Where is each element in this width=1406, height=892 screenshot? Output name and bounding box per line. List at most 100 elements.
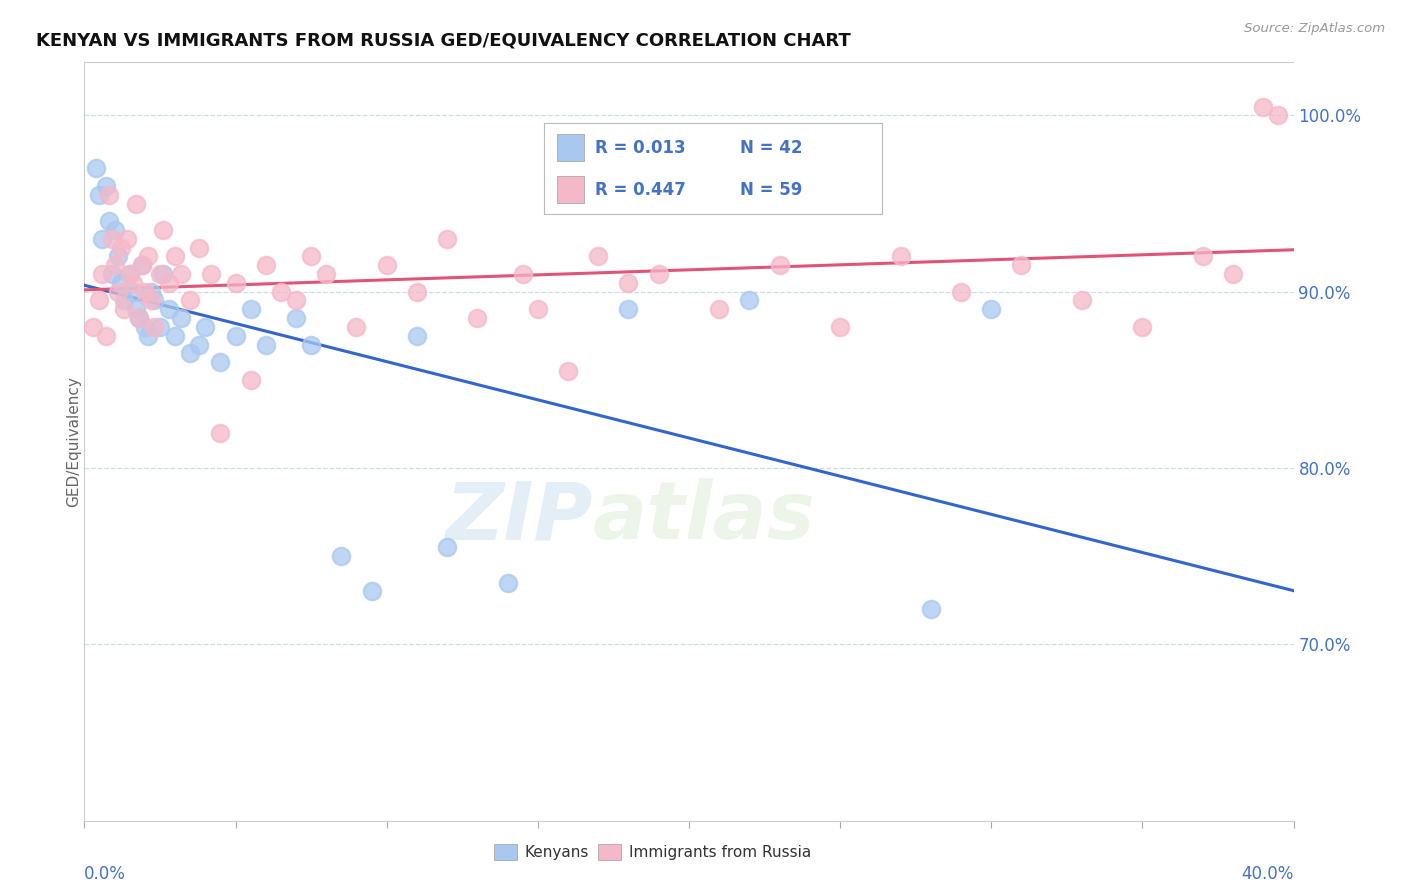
Point	[121, 285, 143, 299]
Point	[136, 328, 159, 343]
Point	[97, 187, 120, 202]
Point	[86, 161, 108, 176]
Point	[496, 575, 519, 590]
Text: Source: ZipAtlas.com: Source: ZipAtlas.com	[1244, 22, 1385, 36]
Point	[200, 267, 222, 281]
Point	[285, 311, 308, 326]
Point	[134, 320, 156, 334]
Point	[91, 267, 114, 281]
Point	[107, 285, 129, 299]
Point	[100, 232, 122, 246]
Point	[121, 276, 143, 290]
Point	[142, 320, 165, 334]
Point	[149, 320, 172, 334]
Point	[107, 249, 129, 263]
Point	[94, 328, 117, 343]
Point	[104, 223, 127, 237]
Point	[128, 311, 150, 326]
Point	[557, 364, 579, 378]
Point	[239, 373, 262, 387]
Point	[152, 267, 174, 281]
Point	[118, 267, 141, 281]
Point	[1011, 258, 1033, 272]
Point	[100, 267, 122, 281]
Point	[131, 258, 153, 272]
Point	[1192, 249, 1215, 263]
Point	[527, 302, 550, 317]
Point	[115, 232, 138, 246]
Point	[890, 249, 912, 263]
Point	[139, 285, 162, 299]
Point	[346, 320, 368, 334]
Point	[769, 258, 792, 272]
Point	[118, 267, 141, 281]
Point	[209, 425, 232, 440]
Point	[134, 285, 156, 299]
Point	[157, 302, 180, 317]
Point	[315, 267, 337, 281]
Point	[125, 302, 148, 317]
Point	[1071, 293, 1094, 308]
Point	[112, 302, 135, 317]
Point	[738, 293, 761, 308]
Point	[209, 355, 232, 369]
Point	[254, 258, 277, 272]
Point	[89, 187, 111, 202]
Point	[617, 276, 640, 290]
Point	[1132, 320, 1154, 334]
Point	[225, 328, 247, 343]
Point	[330, 549, 353, 563]
Point	[179, 293, 201, 308]
Point	[254, 337, 277, 351]
Point	[125, 196, 148, 211]
Point	[188, 337, 211, 351]
Point	[299, 249, 322, 263]
Point	[617, 302, 640, 317]
Point	[136, 249, 159, 263]
Point	[91, 232, 114, 246]
Point	[920, 602, 942, 616]
Point	[270, 285, 292, 299]
Point	[194, 320, 217, 334]
Legend: Kenyans, Immigrants from Russia: Kenyans, Immigrants from Russia	[488, 838, 817, 866]
Y-axis label: GED/Equivalency: GED/Equivalency	[66, 376, 80, 507]
Point	[110, 276, 132, 290]
Point	[436, 232, 458, 246]
Point	[406, 285, 429, 299]
Point	[830, 320, 852, 334]
Point	[239, 302, 262, 317]
Point	[94, 178, 117, 193]
Point	[467, 311, 489, 326]
Point	[950, 285, 973, 299]
Point	[149, 267, 172, 281]
Point	[1222, 267, 1244, 281]
Point	[1253, 99, 1275, 113]
Point	[709, 302, 731, 317]
Point	[89, 293, 111, 308]
Text: atlas: atlas	[592, 478, 815, 557]
Point	[165, 328, 187, 343]
Point	[112, 293, 135, 308]
Text: 0.0%: 0.0%	[84, 864, 127, 883]
Point	[139, 293, 162, 308]
Point	[104, 258, 127, 272]
Point	[1267, 108, 1289, 122]
Point	[406, 328, 429, 343]
Point	[375, 258, 398, 272]
Point	[82, 320, 104, 334]
Point	[980, 302, 1002, 317]
Point	[131, 258, 153, 272]
Text: ZIP: ZIP	[444, 478, 592, 557]
Point	[142, 293, 165, 308]
Point	[165, 249, 187, 263]
Point	[360, 584, 382, 599]
Point	[285, 293, 308, 308]
Point	[436, 541, 458, 555]
Point	[170, 311, 193, 326]
Point	[512, 267, 534, 281]
Point	[588, 249, 610, 263]
Point	[225, 276, 247, 290]
Text: 40.0%: 40.0%	[1241, 864, 1294, 883]
Point	[157, 276, 180, 290]
Point	[110, 241, 132, 255]
